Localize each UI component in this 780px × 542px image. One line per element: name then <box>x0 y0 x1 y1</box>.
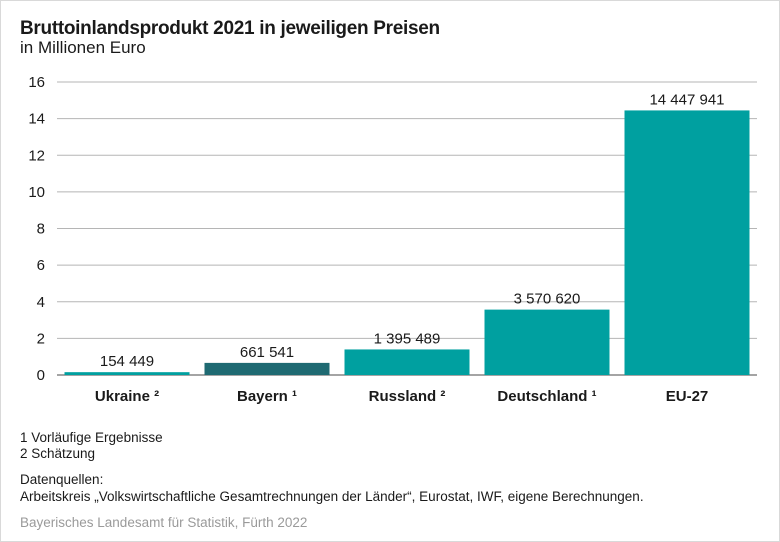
category-label-1: Ukraine ² <box>95 388 159 405</box>
sources-heading: Datenquellen: <box>20 472 104 487</box>
data-sources: Datenquellen: Arbeitskreis „Volkswirtsch… <box>20 471 644 505</box>
y-tick-label-12: 12 <box>28 147 45 164</box>
bar-1 <box>64 372 190 375</box>
y-tick-label-10: 10 <box>28 184 45 201</box>
bar-value-label-4: 3 570 620 <box>514 291 581 308</box>
y-tick-label-16: 16 <box>28 74 45 91</box>
footnote-1: 1 Vorläufige Ergebnisse <box>20 430 163 445</box>
y-tick-label-6: 6 <box>37 257 45 274</box>
y-tick-label-8: 8 <box>37 221 45 238</box>
bar-4 <box>484 309 610 375</box>
bar-5 <box>624 110 750 375</box>
bar-value-label-1: 154 449 <box>100 353 154 370</box>
bar-value-label-2: 661 541 <box>240 344 294 361</box>
y-tick-label-0: 0 <box>37 367 45 384</box>
chart-subtitle: in Millionen Euro <box>20 38 146 57</box>
y-tick-label-2: 2 <box>37 330 45 347</box>
bar-3 <box>344 349 470 375</box>
footnotes: 1 Vorläufige Ergebnisse 2 Schätzung <box>20 430 163 462</box>
category-label-3: Russland ² <box>369 388 446 405</box>
chart-title: Bruttoinlandsprodukt 2021 in jeweiligen … <box>20 18 440 39</box>
credit-line: Bayerisches Landesamt für Statistik, Für… <box>20 515 308 530</box>
bar-value-label-3: 1 395 489 <box>374 330 441 347</box>
bar-chart: 0 2 4 6 8 10 12 14 16 154 449 Ukraine ² 661 541 Baye… <box>28 74 757 405</box>
bar-value-label-5: 14 447 941 <box>649 91 724 108</box>
footnote-2: 2 Schätzung <box>20 446 96 461</box>
y-tick-label-14: 14 <box>28 111 45 128</box>
sources-text: Arbeitskreis „Volkswirtschaftliche Gesam… <box>20 489 644 504</box>
category-label-2: Bayern ¹ <box>237 388 297 405</box>
bar-2 <box>204 362 330 375</box>
category-label-5: EU-27 <box>666 388 709 405</box>
category-label-4: Deutschland ¹ <box>497 388 596 405</box>
y-tick-label-4: 4 <box>37 294 45 311</box>
